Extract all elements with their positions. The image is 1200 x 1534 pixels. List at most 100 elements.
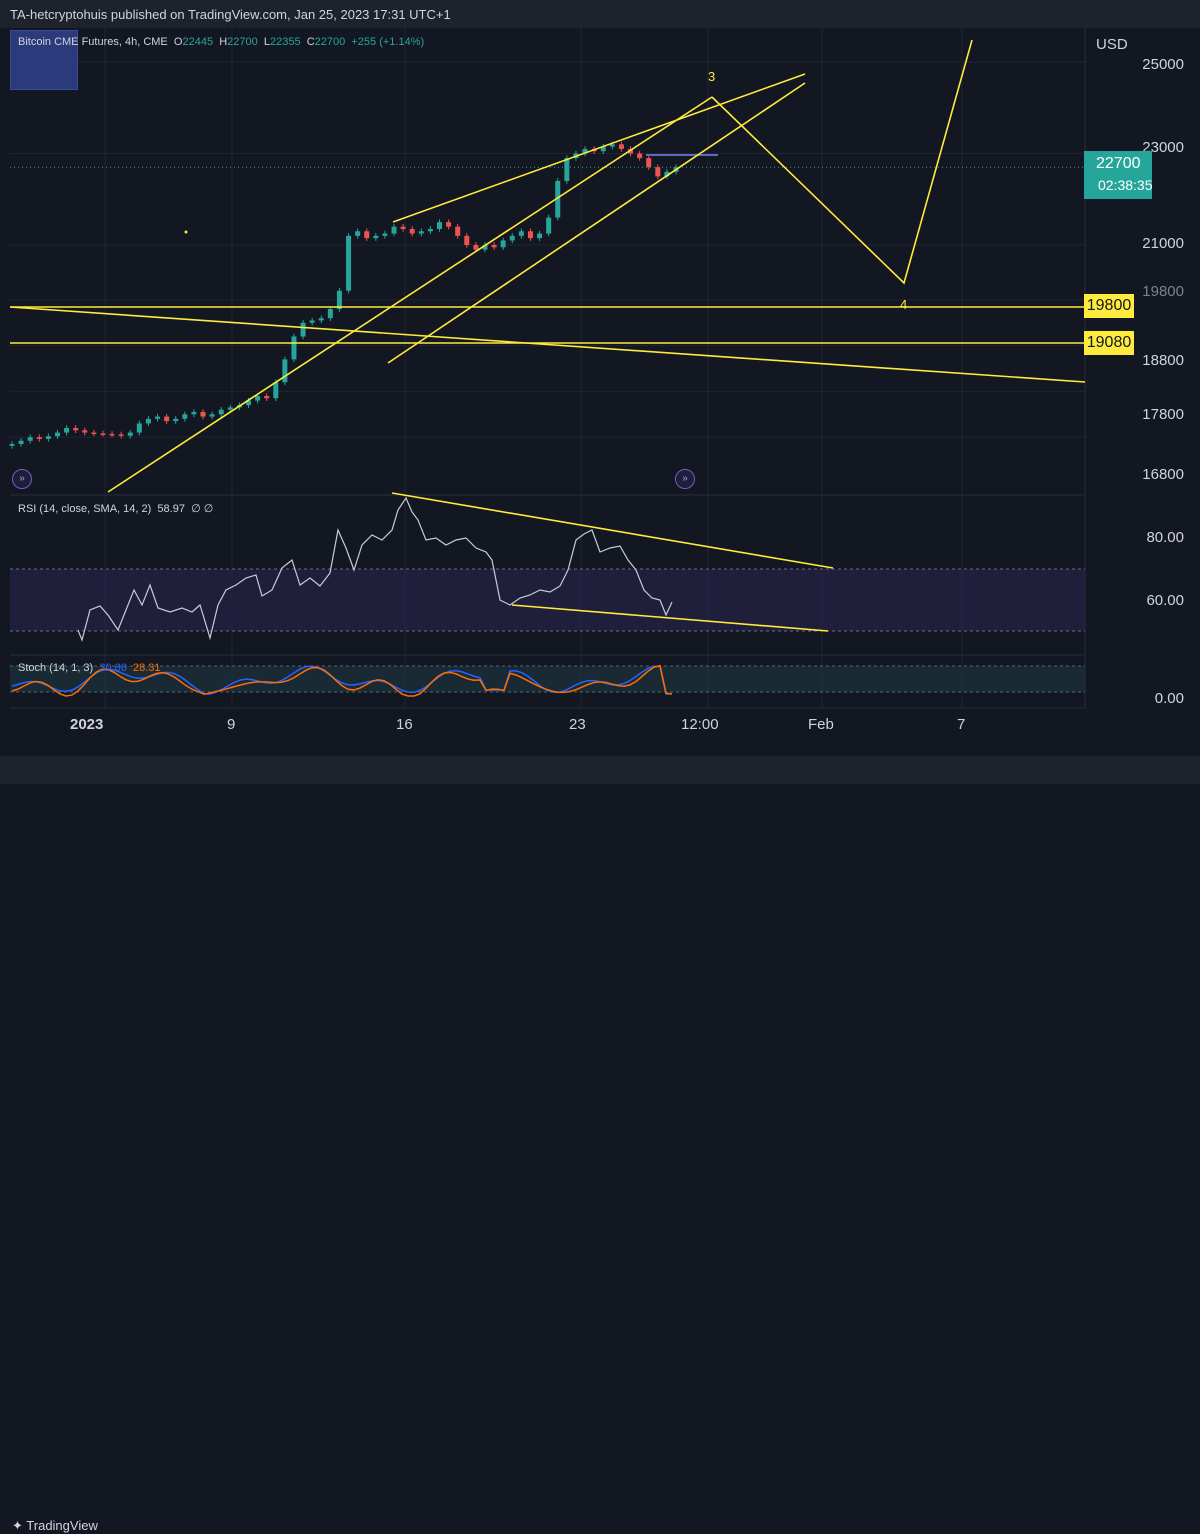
rsi-tick-80: 80.00 <box>1146 529 1184 546</box>
stoch-d-value: 28.31 <box>133 662 161 674</box>
high-value: 22700 <box>227 36 258 48</box>
stoch-title: Stoch (14, 1, 3) <box>18 662 94 674</box>
stoch-tick-0: 0.00 <box>1154 690 1184 707</box>
currency-label[interactable]: USD <box>1096 36 1128 53</box>
time-tick-1200: 12:00 <box>681 716 719 733</box>
candle-body <box>446 222 452 227</box>
candle-body <box>555 180 561 218</box>
go-to-realtime-icon[interactable]: » <box>675 469 695 489</box>
publish-header: TA-hetcryptohuis published on TradingVie… <box>0 0 1200 28</box>
candle-body <box>118 434 124 436</box>
stoch-legend[interactable]: Stoch (14, 1, 3) 30.66 28.31 <box>18 662 161 674</box>
stoch-d-line <box>11 664 673 697</box>
tradingview-brand[interactable]: ✦ TradingView <box>12 1518 98 1534</box>
stoch-band <box>10 666 1085 692</box>
candle-body <box>309 320 315 323</box>
candle-body <box>537 233 543 239</box>
tradingview-brand-text: TradingView <box>26 1518 98 1533</box>
rsi-legend[interactable]: RSI (14, close, SMA, 14, 2) 58.97 ∅ ∅ <box>18 502 213 515</box>
candle-body <box>318 318 324 321</box>
price-tick-16800: 16800 <box>1142 466 1184 483</box>
candle-body <box>173 418 179 422</box>
rsi-lower-trendline <box>511 604 829 632</box>
candle-body <box>164 416 170 422</box>
candle-body <box>582 148 588 154</box>
candle-body <box>355 231 361 236</box>
candle-body <box>36 437 42 439</box>
candle-body <box>245 400 251 406</box>
rsi-extra: ∅ ∅ <box>191 503 214 515</box>
lower-wedge-line <box>387 82 806 364</box>
symbol-name: Bitcoin CME Futures, 4h, CME <box>18 36 168 48</box>
candle-body <box>27 437 33 441</box>
candle-body <box>155 416 161 419</box>
bar-countdown: 02:38:35 <box>1098 177 1153 193</box>
current-price-box: 22700 02:38:35 <box>1084 151 1153 199</box>
candle-body <box>409 228 415 234</box>
price-tick-23000: 23000 <box>1142 139 1184 156</box>
price-tick-17800: 17800 <box>1142 406 1184 423</box>
low-label: L <box>263 36 270 48</box>
candle-body <box>73 428 79 431</box>
candle-body <box>455 226 461 236</box>
symbol-legend[interactable]: Bitcoin CME Futures, 4h, CME O22445 H227… <box>18 36 424 48</box>
candle-body <box>327 309 333 319</box>
close-label: C <box>306 36 315 48</box>
candle-body <box>136 423 142 433</box>
candle-body <box>600 146 606 152</box>
rsi-tick-60: 60.00 <box>1146 592 1184 609</box>
price-chart[interactable] <box>0 0 1200 784</box>
change-value: +255 (+1.14%) <box>351 36 425 48</box>
candle-body <box>437 222 443 229</box>
rsi-upper-trendline <box>391 492 834 569</box>
candle-body <box>18 440 24 445</box>
price-tick-25000: 25000 <box>1142 56 1184 73</box>
descending-trendline <box>9 306 1086 383</box>
candle-body <box>255 395 261 401</box>
candle-body <box>646 158 652 168</box>
candle-body <box>191 411 197 415</box>
candle-body <box>127 432 133 436</box>
candle-body <box>491 245 497 248</box>
candle-body <box>427 228 433 232</box>
low-value: 22355 <box>269 36 301 48</box>
footer-bar: ✦ TradingView <box>0 756 1200 1533</box>
go-to-start-icon[interactable]: » <box>12 469 32 489</box>
time-tick-feb: Feb <box>808 716 834 733</box>
current-price: 22700 <box>1096 155 1141 172</box>
candle-body <box>564 158 570 181</box>
upper-wedge-line <box>392 73 806 223</box>
candle-body <box>200 411 206 417</box>
price-tick-19800: 19800 <box>1142 283 1184 300</box>
candle-body <box>464 235 470 245</box>
rsi-line <box>77 496 673 642</box>
candle-body <box>518 231 524 236</box>
candle-body <box>655 167 661 177</box>
candle-body <box>264 395 270 399</box>
wave-label-4: 4 <box>900 297 908 312</box>
time-tick-2023: 2023 <box>70 716 104 733</box>
tradingview-logo-icon: ✦ <box>12 1518 23 1533</box>
level-box-19080: 19080 <box>1084 331 1134 355</box>
candle-body <box>364 231 370 239</box>
candle-body <box>637 153 643 159</box>
time-tick-7: 7 <box>957 716 966 733</box>
candle-body <box>291 336 297 360</box>
candle-body <box>382 233 388 236</box>
price-tick-21000: 21000 <box>1142 235 1184 252</box>
candle-body <box>109 433 115 436</box>
price-tick-18800: 18800 <box>1142 352 1184 369</box>
candle-body <box>54 432 60 437</box>
candle-body <box>45 436 51 439</box>
high-label: H <box>219 36 228 48</box>
candle-body <box>509 235 515 241</box>
wave-label-3: 3 <box>708 69 716 84</box>
candle-body <box>100 433 106 435</box>
candle-body <box>609 144 615 147</box>
stoch-k-value: 30.66 <box>99 662 127 674</box>
candle-body <box>336 290 342 310</box>
candle-body <box>346 235 352 291</box>
candle-body <box>664 171 670 177</box>
candle-body <box>473 245 479 250</box>
chart-logo-box <box>10 30 78 90</box>
